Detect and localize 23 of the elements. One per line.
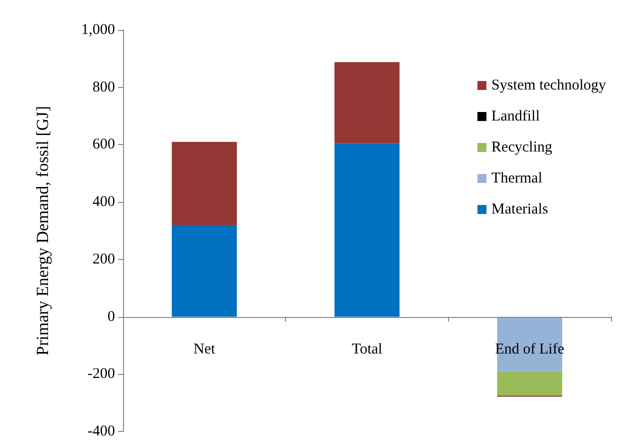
bar (497, 316, 562, 372)
legend-label: Landfill (491, 108, 540, 124)
y-tick-label: 1,000 (81, 22, 115, 38)
y-tick-label: -400 (88, 424, 115, 440)
y-tick-label: 0 (108, 308, 115, 325)
y-tick-label: 200 (92, 251, 115, 268)
bar (497, 371, 562, 396)
x-tick-label: Total (352, 342, 382, 358)
x-tick-label: Net (193, 342, 216, 358)
y-axis-title: Primary Energy Demand, fossil [GJ] (33, 106, 52, 356)
legend-label: Recycling (491, 140, 553, 156)
legend-label: Materials (491, 202, 548, 218)
y-tick-label: 600 (92, 136, 115, 153)
y-tick-label: 800 (92, 79, 115, 96)
x-tick-label: End of Life (495, 342, 565, 358)
bar (334, 143, 400, 317)
legend-label: Thermal (491, 170, 542, 186)
bar (172, 225, 237, 317)
bar (172, 142, 237, 226)
y-tick-label: -200 (88, 366, 115, 382)
legend-label: System technology (491, 78, 606, 94)
bar (334, 62, 400, 144)
y-tick-label: 400 (92, 194, 115, 210)
